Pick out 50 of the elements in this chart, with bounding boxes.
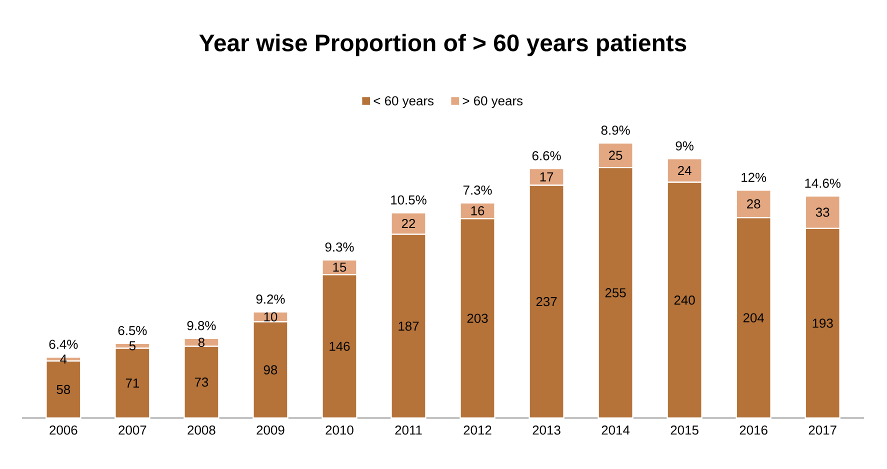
x-tick-label: 2006 bbox=[50, 426, 78, 435]
data-label: 204 bbox=[743, 313, 764, 322]
annotation: 6.6% bbox=[532, 151, 561, 160]
data-label: 193 bbox=[812, 318, 833, 328]
chart-title: Year wise Proportion of > 60 years patients bbox=[199, 34, 686, 56]
annotation: 7.3% bbox=[463, 186, 492, 195]
x-tick-label: 2016 bbox=[740, 426, 768, 435]
x-tick-label: 2013 bbox=[532, 426, 560, 435]
x-tick-label: 2015 bbox=[670, 426, 698, 435]
data-label: 16 bbox=[471, 206, 484, 216]
x-tick-label: 2011 bbox=[395, 426, 422, 435]
legend-label: > 60 years bbox=[462, 96, 523, 108]
x-tick-label: 2014 bbox=[602, 426, 630, 435]
data-label: 8 bbox=[198, 338, 204, 347]
annotation: 10.5% bbox=[391, 195, 426, 205]
data-label: 24 bbox=[678, 166, 692, 176]
data-label: 71 bbox=[126, 378, 140, 388]
data-label: 33 bbox=[816, 208, 830, 217]
data-label: 15 bbox=[333, 262, 346, 272]
data-label: 4 bbox=[60, 354, 67, 364]
data-label: 255 bbox=[605, 288, 626, 298]
data-label: 187 bbox=[398, 322, 419, 331]
x-tick-label: 2012 bbox=[464, 426, 492, 435]
annotation: 9% bbox=[676, 141, 694, 150]
annotation: 9.2% bbox=[256, 294, 285, 304]
data-label: 203 bbox=[467, 314, 488, 323]
data-label: 28 bbox=[747, 199, 760, 208]
x-tick-label: 2009 bbox=[256, 426, 284, 435]
data-label: 146 bbox=[330, 342, 350, 351]
annotation: 9.3% bbox=[325, 242, 354, 252]
data-label: 237 bbox=[536, 297, 557, 306]
data-label: 17 bbox=[540, 172, 554, 182]
data-label: 73 bbox=[194, 378, 208, 387]
data-label: 25 bbox=[609, 150, 622, 160]
x-tick-label: 2007 bbox=[118, 426, 146, 435]
data-label: 58 bbox=[56, 384, 70, 394]
legend-label: < 60 years bbox=[374, 96, 434, 108]
annotation: 6.5% bbox=[118, 326, 147, 336]
data-label: 98 bbox=[264, 365, 278, 374]
data-label: 22 bbox=[402, 218, 416, 228]
annotation: 14.6% bbox=[805, 178, 841, 188]
data-label: 10 bbox=[264, 312, 278, 322]
x-tick-label: 2008 bbox=[188, 426, 216, 435]
annotation: 6.4% bbox=[49, 340, 78, 349]
annotation: 12% bbox=[742, 172, 766, 182]
x-tick-label: 2017 bbox=[808, 426, 836, 435]
annotation: 9.8% bbox=[187, 321, 216, 330]
data-label: 240 bbox=[674, 296, 695, 305]
x-tick-label: 2010 bbox=[326, 426, 354, 435]
text: 8.9% bbox=[601, 126, 630, 135]
